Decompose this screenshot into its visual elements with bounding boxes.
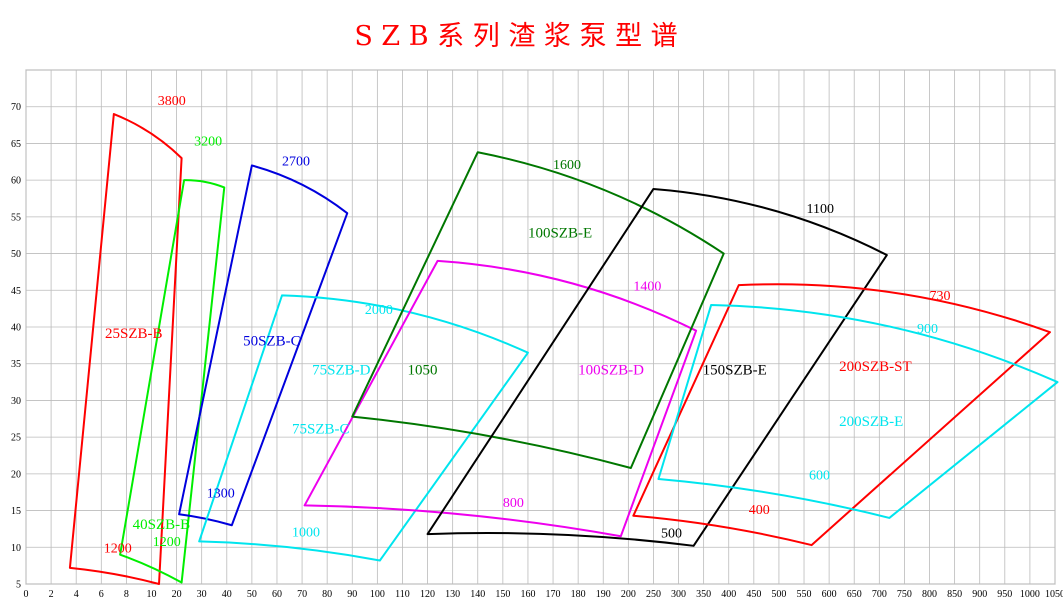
speed-label: 1100 — [807, 202, 834, 217]
x-tick-label: 1050 — [1045, 589, 1063, 600]
x-tick-label: 70 — [297, 589, 307, 600]
speed-label: 900 — [917, 322, 938, 337]
region-outline-40SZB-B — [119, 179, 226, 584]
x-tick-label: 60 — [272, 589, 282, 600]
x-tick-label: 700 — [872, 589, 887, 600]
x-tick-label: 400 — [721, 589, 736, 600]
x-tick-label: 500 — [771, 589, 786, 600]
region-outline-25SZB-B — [68, 113, 183, 585]
y-tick-label: 55 — [11, 212, 21, 223]
pump-regions — [68, 113, 1059, 585]
x-tick-label: 120 — [420, 589, 435, 600]
y-tick-label: 65 — [11, 139, 21, 150]
speed-label: 1600 — [553, 158, 581, 173]
speed-label: 2000 — [365, 303, 393, 318]
x-tick-label: 150 — [495, 589, 510, 600]
speed-label: 3200 — [194, 135, 222, 150]
x-tick-label: 20 — [172, 589, 182, 600]
speed-label: 2700 — [282, 154, 310, 169]
x-tick-label: 2 — [49, 589, 54, 600]
axes: 0 2 4 6 8 10 20 30 40 50 60 70 80 90 100 110 120 130 140 15… — [11, 102, 1063, 600]
region-outline-100SZB-E — [351, 151, 725, 469]
x-tick-label: 40 — [222, 589, 232, 600]
region-outline-150SZB-E — [426, 187, 888, 547]
x-tick-label: 110 — [395, 589, 410, 600]
y-tick-label: 20 — [11, 469, 21, 480]
speed-label: 800 — [503, 496, 524, 511]
speed-label: 3800 — [158, 94, 186, 109]
x-tick-label: 8 — [124, 589, 129, 600]
region-label: 1050 — [407, 363, 437, 379]
region-label: 100SZB-D — [578, 363, 644, 379]
y-tick-label: 70 — [11, 102, 21, 113]
region-outline-200SZB-ST — [632, 283, 1051, 547]
x-tick-label: 600 — [822, 589, 837, 600]
speed-label: 1300 — [207, 486, 235, 501]
y-tick-label: 25 — [11, 433, 21, 444]
x-tick-label: 170 — [546, 589, 561, 600]
y-tick-label: 40 — [11, 323, 21, 334]
x-tick-label: 80 — [322, 589, 332, 600]
region-outline-200SZB-E — [657, 303, 1059, 519]
x-tick-label: 550 — [797, 589, 812, 600]
x-tick-label: 6 — [99, 589, 104, 600]
region-label: 100SZB-E — [528, 225, 592, 241]
speed-label: 400 — [749, 503, 770, 518]
region-label: 75SZB-D — [312, 363, 371, 379]
y-tick-label: 35 — [11, 359, 21, 370]
region-label: 40SZB-B — [133, 517, 191, 533]
x-tick-label: 850 — [947, 589, 962, 600]
speed-label: 1400 — [633, 279, 661, 294]
x-tick-label: 800 — [922, 589, 937, 600]
x-tick-label: 180 — [571, 589, 586, 600]
x-tick-label: 950 — [997, 589, 1012, 600]
region-outline-50SZB-C — [178, 164, 349, 527]
x-tick-label: 200 — [621, 589, 636, 600]
x-tick-label: 1000 — [1020, 589, 1040, 600]
region-labels: 25SZB-B3800120040SZB-B3200120050SZB-C270… — [104, 94, 951, 556]
y-tick-label: 50 — [11, 249, 21, 260]
y-tick-label: 45 — [11, 286, 21, 297]
x-tick-label: 30 — [197, 589, 207, 600]
speed-label: 500 — [661, 527, 682, 542]
x-tick-label: 650 — [847, 589, 862, 600]
x-tick-label: 160 — [520, 589, 535, 600]
region-label: 75SZB-C — [292, 421, 350, 437]
x-tick-label: 130 — [445, 589, 460, 600]
x-tick-label: 140 — [470, 589, 485, 600]
x-tick-label: 90 — [347, 589, 357, 600]
speed-label: 600 — [809, 469, 830, 484]
x-tick-label: 190 — [596, 589, 611, 600]
region-label: 25SZB-B — [105, 326, 163, 342]
region-outline-75SZB-D — [198, 294, 529, 562]
x-tick-label: 50 — [247, 589, 257, 600]
x-tick-label: 250 — [646, 589, 661, 600]
grid — [25, 69, 1056, 585]
region-label: 200SZB-E — [839, 414, 903, 430]
y-tick-label: 60 — [11, 176, 21, 187]
x-tick-label: 10 — [146, 589, 156, 600]
region-label: 50SZB-C — [243, 333, 301, 349]
x-tick-label: 4 — [74, 589, 79, 600]
x-tick-label: 350 — [696, 589, 711, 600]
chart-title: S Z B 系 列 渣 浆 泵 型 谱 — [354, 21, 677, 52]
x-tick-label: 900 — [972, 589, 987, 600]
speed-label: 1000 — [292, 525, 320, 540]
y-tick-label: 10 — [11, 543, 21, 554]
y-tick-label: 30 — [11, 396, 21, 407]
x-tick-label: 0 — [24, 589, 29, 600]
x-tick-label: 300 — [671, 589, 686, 600]
y-tick-label: 5 — [16, 580, 21, 591]
speed-label: 730 — [930, 289, 951, 304]
speed-label: 1200 — [104, 541, 132, 556]
x-tick-label: 450 — [746, 589, 761, 600]
speed-label: 1200 — [153, 535, 181, 550]
region-label: 200SZB-ST — [839, 359, 912, 375]
x-tick-label: 100 — [370, 589, 385, 600]
region-label: 150SZB-E — [703, 363, 767, 379]
region-outline-100SZB-D — [303, 259, 698, 538]
y-tick-label: 15 — [11, 506, 21, 517]
x-tick-label: 750 — [897, 589, 912, 600]
